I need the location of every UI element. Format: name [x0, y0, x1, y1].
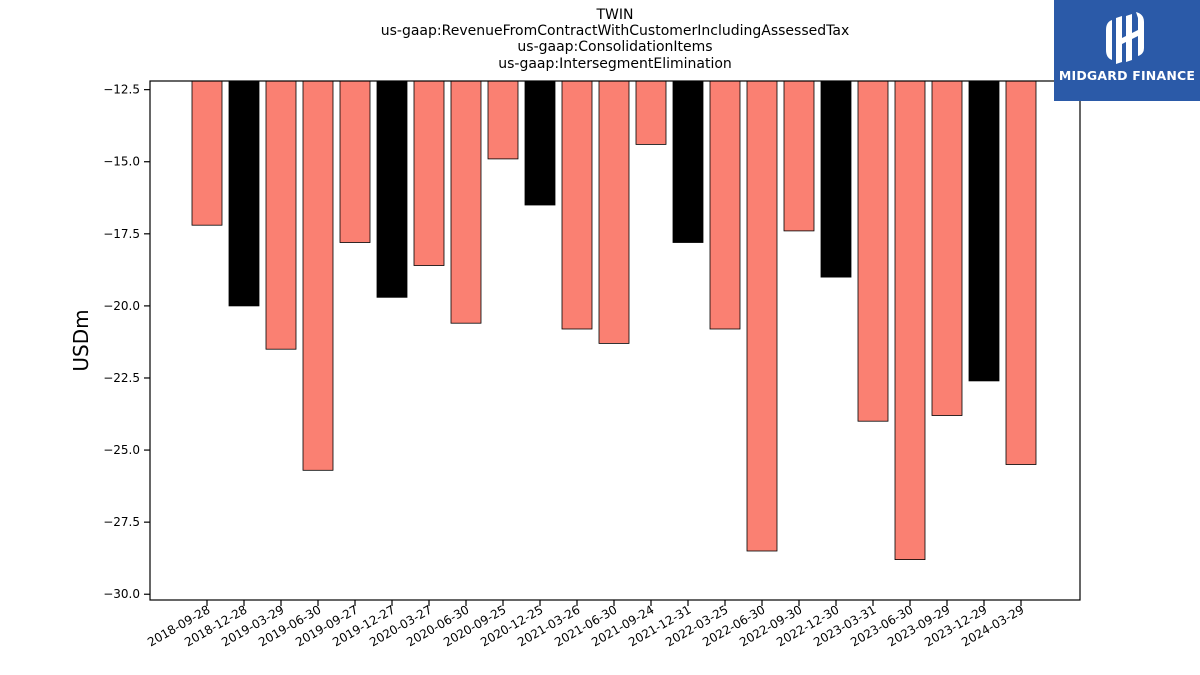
bar-2021-06-30: [598, 80, 630, 344]
bar-2019-09-27: [339, 80, 371, 243]
bar-2024-03-29: [1005, 80, 1037, 465]
chart-title-line-3: us-gaap:ConsolidationItems: [517, 39, 713, 55]
bar-2020-06-30: [450, 80, 482, 324]
midgard-mark-icon: [1106, 12, 1144, 64]
bar-2022-12-30: [820, 80, 852, 278]
bar-2020-12-25: [524, 80, 556, 206]
bar-2023-03-31: [857, 80, 889, 422]
bar-2022-06-30: [746, 80, 778, 552]
y-tick-label: −27.5: [103, 515, 140, 529]
bar-2020-09-25: [487, 80, 519, 160]
bar-2019-12-27: [376, 80, 408, 298]
y-tick-label: −25.0: [103, 443, 140, 457]
y-axis-label: USDm: [69, 309, 93, 371]
bar-2023-09-29: [931, 80, 963, 416]
bar-2018-09-28: [191, 80, 223, 226]
bar-2021-12-31: [672, 80, 704, 243]
bar-2023-12-29: [968, 80, 1000, 382]
logo-text: MIDGARD FINANCE: [1058, 68, 1196, 83]
bar-2023-06-30: [894, 80, 926, 561]
chart-title-line-1: TWIN: [596, 7, 634, 23]
bar-2021-03-26: [561, 80, 593, 330]
plot-frame: [149, 80, 1081, 601]
y-tick-label: −15.0: [103, 155, 140, 169]
bar-2022-09-30: [783, 80, 815, 232]
bar-2019-03-29: [265, 80, 297, 350]
y-tick-label: −12.5: [103, 83, 140, 97]
y-tick-label: −22.5: [103, 371, 140, 385]
midgard-finance-logo: MIDGARD FINANCE: [1054, 0, 1200, 101]
bar-2020-03-27: [413, 80, 445, 266]
bar-2018-12-28: [228, 80, 260, 307]
bar-2019-06-30: [302, 80, 334, 471]
y-tick-label: −17.5: [103, 227, 140, 241]
chart-title-line-4: us-gaap:IntersegmentElimination: [498, 56, 732, 72]
y-tick-label: −30.0: [103, 587, 140, 601]
bar-2021-09-24: [635, 80, 667, 145]
chart-title-line-2: us-gaap:RevenueFromContractWithCustomerI…: [380, 23, 850, 39]
y-tick-label: −20.0: [103, 299, 140, 313]
bar-2022-03-25: [709, 80, 741, 330]
